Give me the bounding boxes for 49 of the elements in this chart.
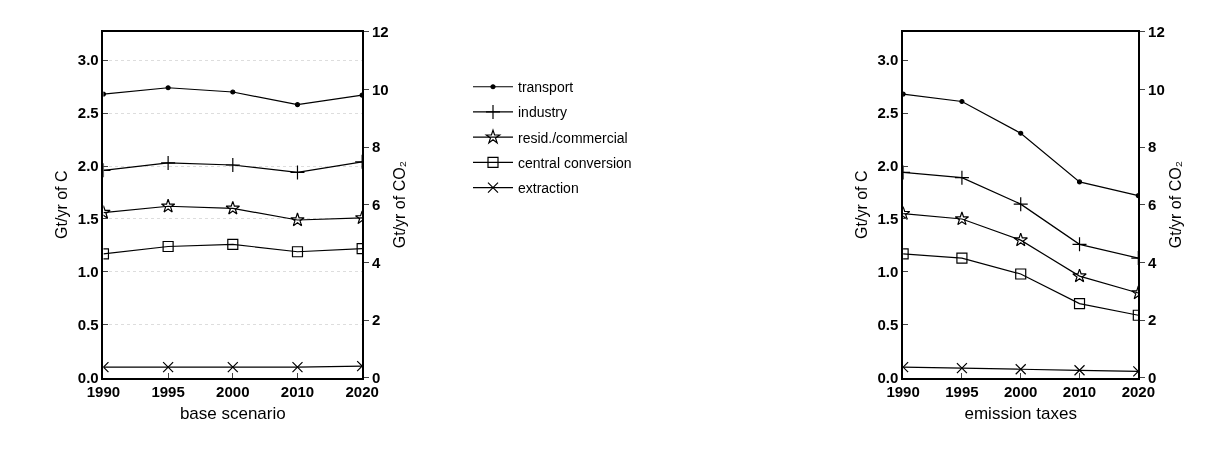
x-tick-label: 2020 bbox=[345, 383, 379, 401]
y-axis-title: Gt/yr of C bbox=[852, 170, 870, 239]
y-tick-label: 1.5 bbox=[77, 210, 99, 228]
y2-tick-label: 10 bbox=[371, 80, 389, 98]
y2-tick-label: 12 bbox=[371, 22, 389, 40]
y2-axis-title: Gt/yr of CO₂ bbox=[390, 161, 408, 249]
x-axis-title: emission taxes bbox=[964, 404, 1077, 424]
y-tick-label: 1.5 bbox=[877, 210, 899, 228]
x-tick-label: 2010 bbox=[280, 383, 315, 401]
y2-tick-label: 10 bbox=[1148, 80, 1165, 98]
x-tick-label: 2000 bbox=[1004, 383, 1038, 401]
legend-label: transport bbox=[518, 79, 574, 96]
y-tick-label: 0.0 bbox=[877, 368, 899, 386]
y-tick-label: 0.0 bbox=[77, 368, 99, 386]
y2-tick-label: 4 bbox=[1148, 253, 1158, 271]
y2-tick-label: 6 bbox=[1148, 195, 1157, 213]
y2-tick-label: 2 bbox=[371, 311, 381, 329]
x-tick-label: 1990 bbox=[86, 383, 121, 401]
x-tick-label: 2020 bbox=[1121, 383, 1156, 401]
y-tick-label: 1.0 bbox=[77, 263, 99, 281]
x-tick-label: 1990 bbox=[886, 383, 920, 401]
x-tick-label: 2010 bbox=[1062, 383, 1097, 401]
x-tick-label: 2000 bbox=[216, 383, 250, 401]
y2-tick-label: 0 bbox=[371, 368, 381, 386]
y-tick-label: 0.5 bbox=[77, 316, 99, 334]
x-axis-title: base scenario bbox=[179, 404, 286, 424]
y2-tick-label: 6 bbox=[371, 195, 381, 213]
x-tick-label: 1995 bbox=[945, 383, 979, 401]
legend-label: resid./commercial bbox=[518, 129, 628, 146]
y-tick-label: 2.0 bbox=[77, 157, 99, 175]
y-axis-title: Gt/yr of C bbox=[53, 170, 71, 239]
y2-tick-label: 12 bbox=[1148, 22, 1165, 40]
y2-tick-label: 4 bbox=[371, 253, 381, 271]
legend-label: extraction bbox=[518, 180, 579, 197]
y2-tick-label: 0 bbox=[1148, 368, 1157, 386]
y2-tick-label: 2 bbox=[1148, 311, 1157, 329]
y-tick-label: 3.0 bbox=[77, 51, 99, 69]
y2-tick-label: 8 bbox=[371, 138, 381, 156]
y2-tick-label: 8 bbox=[1148, 138, 1157, 156]
y-tick-label: 2.5 bbox=[77, 104, 99, 122]
x-tick-label: 1995 bbox=[151, 383, 185, 401]
y-tick-label: 3.0 bbox=[877, 51, 899, 69]
legend-label: central conversion bbox=[518, 154, 632, 171]
y2-axis-title: Gt/yr of CO₂ bbox=[1166, 161, 1184, 249]
legend-label: industry bbox=[518, 104, 568, 121]
y-tick-label: 0.5 bbox=[877, 316, 899, 334]
y-tick-label: 2.5 bbox=[877, 104, 899, 122]
y-tick-label: 1.0 bbox=[877, 263, 899, 281]
y-tick-label: 2.0 bbox=[877, 157, 899, 175]
